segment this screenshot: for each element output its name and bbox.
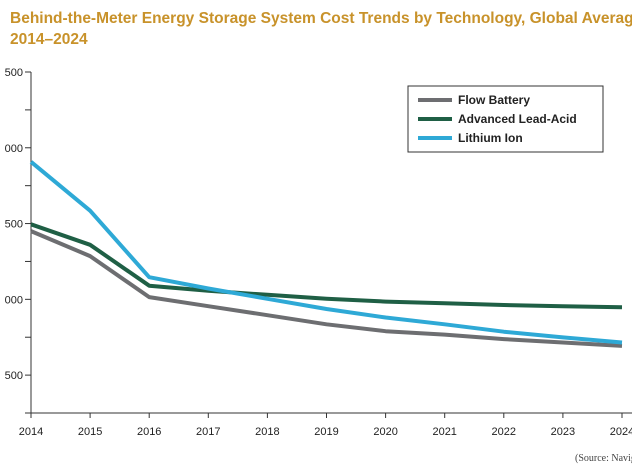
y-tick-label: 500: [5, 67, 23, 79]
x-tick-label: 2021: [432, 426, 456, 438]
y-tick-label: 500: [5, 219, 23, 231]
y-tick-label: 000: [5, 143, 23, 155]
x-tick-label: 2014: [19, 426, 43, 438]
x-tick-label: 2017: [196, 426, 220, 438]
series-line-advanced-lead-acid: [30, 222, 623, 310]
series-line-lithium-ion: [29, 160, 623, 345]
legend-label-lithium-ion: Lithium Ion: [458, 131, 523, 145]
source-note: (Source: Navig: [575, 453, 632, 464]
chart-title-line-2: 2014–2024: [10, 31, 88, 48]
legend-label-advanced-lead-acid: Advanced Lead-Acid: [458, 112, 577, 126]
x-tick-label: 2023: [551, 426, 575, 438]
x-tick-label: 2019: [314, 426, 338, 438]
x-tick-label: 2015: [78, 426, 102, 438]
legend-label-flow-battery: Flow Battery: [458, 93, 530, 107]
x-tick-label: 2016: [137, 426, 161, 438]
x-tick-label: 2022: [492, 426, 516, 438]
series-line-flow-battery: [30, 229, 623, 348]
y-tick-label: 000: [5, 294, 23, 306]
chart-title-line-1: Behind-the-Meter Energy Storage System C…: [10, 10, 632, 27]
axes: [30, 72, 632, 414]
x-axis-ticks: 2014 2015 2016 2017 2018 2019 2020 2021 2022 2023…: [19, 413, 632, 438]
x-tick-label: 2020: [373, 426, 397, 438]
y-tick-label: 500: [5, 370, 23, 382]
series-lines: [29, 160, 623, 348]
legend: Flow Battery Advanced Lead-Acid Lithium Io…: [407, 85, 604, 153]
y-axis-ticks: 500 000 500 000 500: [5, 67, 31, 414]
x-tick-label: 2018: [255, 426, 279, 438]
chart-title: Behind-the-Meter Energy Storage System C…: [10, 8, 632, 50]
x-tick-label: 2024: [610, 426, 632, 438]
